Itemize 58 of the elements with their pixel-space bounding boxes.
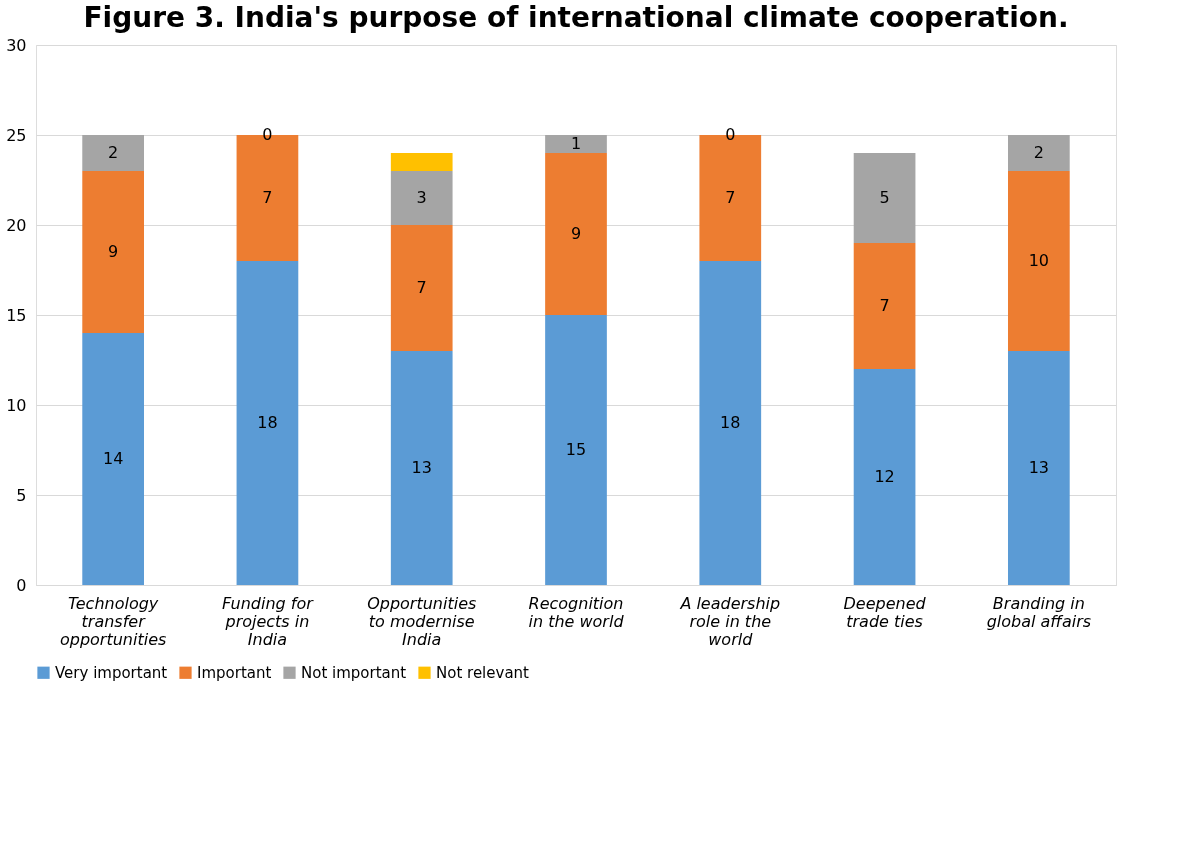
data-label: 7 <box>416 278 427 297</box>
data-label: 15 <box>565 440 587 459</box>
data-label: 10 <box>1028 251 1050 270</box>
legend-label: Important <box>197 663 272 682</box>
bar <box>82 333 144 585</box>
x-tick-label: Deepened trade ties <box>843 593 927 631</box>
bar <box>853 153 916 243</box>
bar <box>545 153 607 315</box>
y-tick-label: 5 <box>16 485 27 505</box>
data-label: 9 <box>108 242 119 261</box>
data-label: 5 <box>879 188 890 207</box>
legend-label: Not relevant <box>436 663 530 682</box>
chart-title: Figure 3. India's purpose of international climate cooperation. <box>83 1 1069 34</box>
bar <box>390 225 453 351</box>
data-label: 14 <box>102 449 124 468</box>
data-label: 1 <box>570 134 582 153</box>
data-label: 0 <box>262 125 273 144</box>
bar <box>699 261 762 585</box>
data-label: 2 <box>1033 143 1044 162</box>
legend-label: Very important <box>55 663 168 682</box>
bar <box>390 171 453 225</box>
x-tick-label: Technology transfer opportunities <box>59 593 167 649</box>
bar <box>545 135 607 153</box>
data-label: 2 <box>108 143 119 162</box>
y-tick-label: 10 <box>6 395 27 415</box>
x-tick-label: Branding in global affairs <box>986 593 1092 631</box>
data-label: 7 <box>879 296 890 315</box>
data-label: 13 <box>411 458 432 477</box>
y-tick-label: 15 <box>6 305 27 325</box>
bar <box>82 135 144 171</box>
y-tick-label: 0 <box>16 575 27 595</box>
bar <box>1008 171 1070 351</box>
legend-label: Not important <box>301 663 407 682</box>
x-tick-label: Recognition in the world <box>528 593 625 631</box>
bar <box>853 369 916 585</box>
x-tick-label: Opportunities to modernise India <box>367 593 477 649</box>
data-label: 12 <box>874 467 895 486</box>
bar <box>853 243 916 369</box>
y-tick-label: 20 <box>6 215 27 235</box>
data-label: 18 <box>720 413 741 432</box>
bar <box>1008 135 1070 171</box>
data-label: 0 <box>725 125 736 144</box>
data-label: 18 <box>257 413 278 432</box>
data-label: 9 <box>570 224 582 243</box>
data-label: 7 <box>725 188 736 207</box>
y-tick-label: 25 <box>6 125 27 145</box>
x-tick-label: A leadership role in the world <box>679 593 781 649</box>
bar <box>545 315 607 585</box>
bar <box>390 351 453 585</box>
data-label: 13 <box>1028 458 1050 477</box>
y-tick-label: 30 <box>6 35 27 55</box>
bar <box>1008 351 1070 585</box>
x-tick-label: Funding for projects in India <box>222 593 315 649</box>
bar <box>236 261 299 585</box>
data-label: 3 <box>416 188 427 207</box>
bar <box>390 153 453 171</box>
bar <box>82 171 144 333</box>
data-label: 7 <box>262 188 273 207</box>
